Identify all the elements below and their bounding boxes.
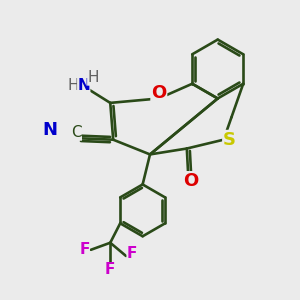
Text: F: F — [105, 262, 116, 277]
Text: O: O — [151, 84, 166, 102]
Text: N: N — [42, 121, 57, 139]
Text: S: S — [223, 131, 236, 149]
Text: F: F — [127, 246, 137, 261]
Text: C: C — [71, 125, 82, 140]
Text: H: H — [68, 78, 79, 93]
Text: N: N — [77, 78, 90, 93]
Text: F: F — [79, 242, 90, 257]
Text: H: H — [87, 70, 99, 86]
Text: O: O — [184, 172, 199, 190]
